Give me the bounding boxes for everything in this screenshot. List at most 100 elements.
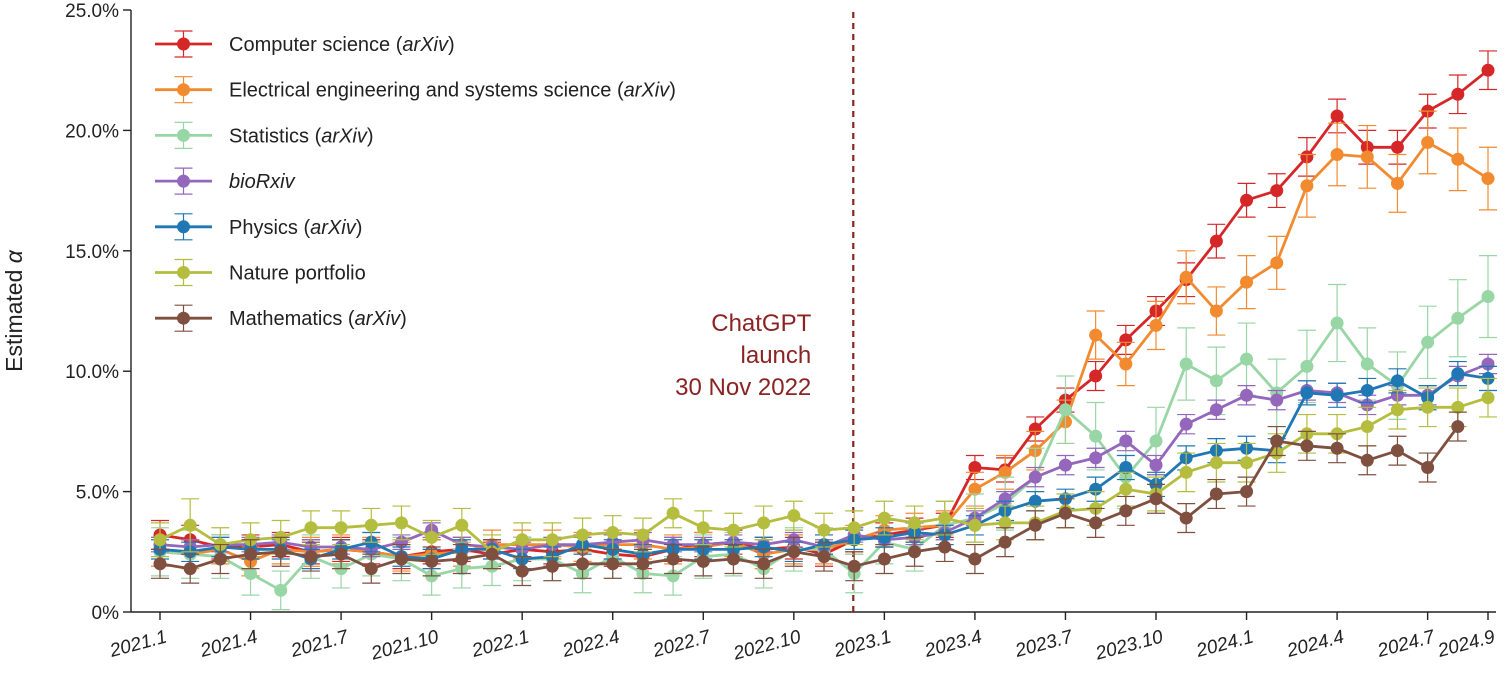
legend-marker [177, 220, 190, 234]
data-point [757, 557, 771, 571]
data-point [1270, 434, 1284, 448]
data-point [1300, 386, 1314, 400]
legend-label-italic: arXiv [321, 125, 368, 147]
data-point [1481, 290, 1495, 304]
data-point [666, 569, 680, 583]
data-point [998, 535, 1012, 549]
data-point [1360, 383, 1374, 397]
legend-item-eess: Electrical engineering and systems scien… [155, 76, 676, 104]
data-point [1360, 150, 1374, 164]
legend-label-italic: arXiv [624, 80, 671, 102]
legend-label-italic: arXiv [355, 308, 402, 330]
data-point [425, 554, 439, 568]
x-tick-label: 2021.4 [197, 627, 260, 663]
y-tick-label: 20.0% [65, 121, 119, 142]
data-point [1089, 451, 1103, 465]
legend-label-plain: Physics ( [229, 217, 310, 239]
data-point [908, 516, 922, 530]
data-point [576, 528, 590, 542]
data-point [817, 550, 831, 564]
legend-label-italic: arXiv [402, 34, 449, 56]
data-point [304, 550, 318, 564]
data-point [1058, 458, 1072, 472]
legend-marker [177, 311, 190, 325]
x-tick-label: 2021.10 [368, 626, 441, 664]
data-point [1149, 318, 1163, 332]
data-point [968, 482, 982, 496]
data-point [1089, 328, 1103, 342]
legend-label: Statistics (arXiv) [229, 125, 374, 147]
data-point [274, 545, 288, 559]
data-point [1421, 135, 1435, 149]
legend-label: Electrical engineering and systems scien… [229, 80, 676, 102]
legend-label: Physics (arXiv) [229, 217, 362, 239]
data-point [334, 521, 348, 535]
x-tick-label: 2023.10 [1093, 626, 1166, 664]
data-point [1209, 234, 1223, 248]
data-point [334, 547, 348, 561]
x-tick-label: 2024.9 [1435, 626, 1498, 662]
legend-label-plain: Mathematics ( [229, 308, 355, 330]
data-point [726, 523, 740, 537]
data-point [1240, 456, 1254, 470]
series-nature [151, 377, 1497, 570]
data-point [244, 566, 258, 580]
data-point [1119, 504, 1133, 518]
data-point [1390, 140, 1404, 154]
x-tick-label: 2022.7 [650, 626, 714, 662]
data-point [545, 559, 559, 573]
data-point [606, 526, 620, 540]
data-point [1451, 311, 1465, 325]
x-tick-label: 2022.1 [469, 627, 532, 663]
legend-label-close: ) [356, 217, 363, 239]
data-point [1360, 420, 1374, 434]
data-point [1179, 270, 1193, 284]
legend-item-biorxiv: bioRxiv [155, 167, 296, 195]
data-point [394, 516, 408, 530]
data-point [1119, 357, 1133, 371]
legend-marker [177, 83, 190, 97]
data-point [1270, 256, 1284, 270]
data-point [213, 552, 227, 566]
data-point [1179, 417, 1193, 431]
y-tick-label: 10.0% [65, 362, 119, 383]
x-tick-label: 2023.7 [1012, 626, 1076, 662]
data-point [1451, 420, 1465, 434]
data-point [153, 557, 167, 571]
data-point [1209, 304, 1223, 318]
data-point [666, 506, 680, 520]
legend-item-mathematics: Mathematics (arXiv) [155, 304, 407, 332]
data-point [757, 540, 771, 554]
data-point [1481, 63, 1495, 77]
data-point [968, 461, 982, 475]
legend-label-close: ) [448, 34, 455, 56]
data-point [1149, 434, 1163, 448]
data-point [1390, 374, 1404, 388]
data-point [1481, 172, 1495, 186]
legend-marker [177, 266, 190, 279]
y-axis-title: Estimated α [1, 249, 27, 372]
data-point [394, 552, 408, 566]
y-axis-title-symbol: α [1, 249, 27, 263]
legend-item-nature: Nature portfolio [155, 258, 366, 287]
data-point [1330, 109, 1344, 123]
data-point [1421, 335, 1435, 349]
data-point [636, 557, 650, 571]
legend-label-plain: Statistics ( [229, 125, 322, 147]
data-point [1390, 403, 1404, 417]
data-point [1089, 369, 1103, 383]
y-axis-title-text: Estimated [1, 263, 27, 372]
data-point [1149, 492, 1163, 506]
data-point [817, 523, 831, 537]
legend-label: Mathematics (arXiv) [229, 308, 407, 330]
data-point [183, 562, 197, 576]
data-point [1240, 388, 1254, 402]
x-tick-label: 2024.4 [1284, 627, 1347, 663]
legend-item-computer_science: Computer science (arXiv) [155, 30, 455, 58]
legend-label: Nature portfolio [229, 263, 366, 285]
data-point [1028, 470, 1042, 484]
y-tick-label: 0% [92, 603, 120, 624]
data-point [153, 533, 167, 547]
data-point [1330, 147, 1344, 161]
